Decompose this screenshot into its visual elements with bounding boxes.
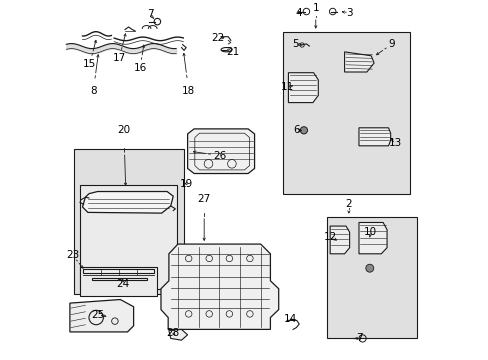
Text: 27: 27: [197, 194, 210, 204]
Text: 18: 18: [182, 86, 195, 96]
Text: 26: 26: [213, 150, 226, 161]
Text: 16: 16: [133, 63, 146, 73]
Text: 5: 5: [292, 39, 298, 49]
Text: 12: 12: [323, 232, 336, 242]
Text: 19: 19: [179, 179, 192, 189]
Bar: [73, 149, 184, 294]
Text: 9: 9: [388, 39, 395, 49]
Text: 1: 1: [312, 3, 319, 13]
Polygon shape: [70, 300, 133, 332]
Text: 25: 25: [91, 310, 104, 320]
Polygon shape: [83, 269, 153, 273]
Polygon shape: [358, 222, 386, 254]
Text: 10: 10: [363, 227, 376, 237]
Text: 7: 7: [146, 9, 153, 19]
Text: 22: 22: [210, 33, 224, 43]
Polygon shape: [161, 244, 278, 329]
Text: 13: 13: [387, 138, 401, 148]
Bar: [283, 32, 409, 194]
Text: 8: 8: [90, 86, 97, 96]
Polygon shape: [168, 329, 187, 340]
Text: 21: 21: [226, 47, 239, 57]
Text: 3: 3: [346, 8, 352, 18]
Text: 7: 7: [355, 333, 362, 343]
Polygon shape: [187, 129, 254, 174]
Text: 11: 11: [280, 82, 293, 92]
Text: 4: 4: [295, 8, 301, 18]
Polygon shape: [91, 278, 147, 280]
Text: 23: 23: [66, 250, 79, 260]
Polygon shape: [82, 192, 173, 213]
Text: 17: 17: [112, 53, 125, 63]
Polygon shape: [329, 226, 349, 254]
Text: 2: 2: [345, 199, 351, 210]
Polygon shape: [358, 128, 390, 146]
Bar: [326, 217, 416, 338]
Text: 14: 14: [284, 314, 297, 324]
Text: 24: 24: [116, 279, 129, 289]
Text: 15: 15: [83, 59, 96, 69]
Circle shape: [300, 127, 307, 134]
Text: 20: 20: [117, 125, 130, 135]
Polygon shape: [288, 73, 318, 103]
Polygon shape: [344, 52, 373, 72]
Bar: [80, 185, 177, 289]
Text: 6: 6: [293, 125, 300, 135]
Text: 28: 28: [166, 328, 180, 338]
Circle shape: [365, 264, 373, 272]
Bar: [80, 267, 157, 296]
